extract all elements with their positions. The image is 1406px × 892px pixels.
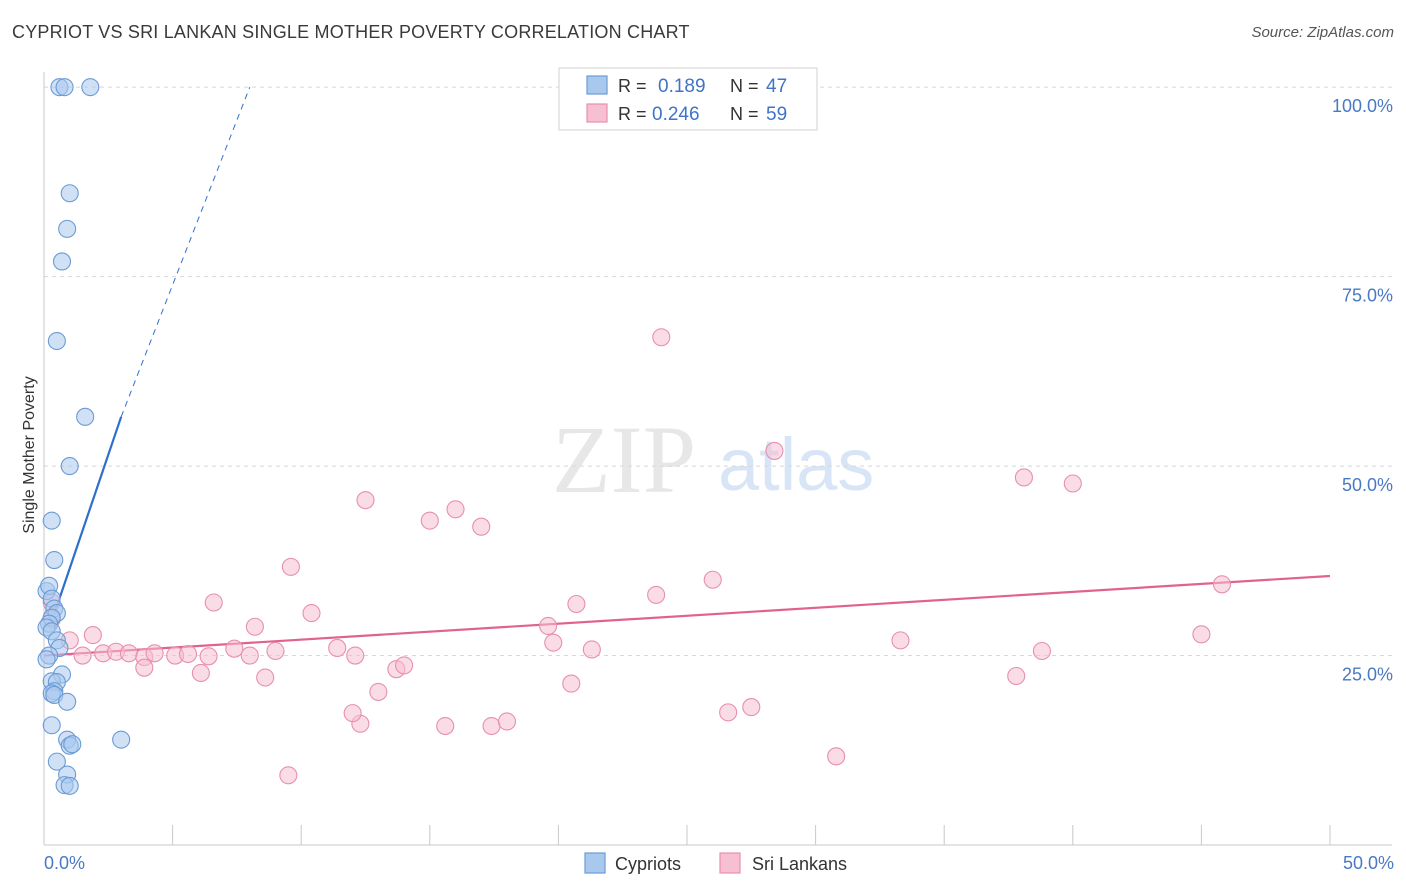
y-axis-label: Single Mother Poverty <box>21 376 38 533</box>
srilankan-point <box>191 663 210 683</box>
srilankan-point <box>582 640 601 659</box>
cypriot-point <box>47 752 66 771</box>
cypriot-point <box>63 735 82 754</box>
srilankan-point <box>703 570 722 589</box>
srilankan-point <box>245 617 264 636</box>
legend-swatch-srilankans <box>586 103 608 123</box>
srilankan-point <box>256 668 275 687</box>
cypriot-point <box>60 457 79 476</box>
bottom-legend-label-cypriots: Cypriots <box>615 854 681 874</box>
cypriot-point <box>42 511 61 530</box>
legend-r-value-1: 0.189 <box>658 76 706 97</box>
legend-swatch-cypriots <box>586 75 608 95</box>
bottom-legend-swatch-cypriots <box>584 852 606 874</box>
srilankan-point <box>539 616 558 636</box>
srilankan-point <box>436 716 455 736</box>
cypriot-point <box>55 78 74 97</box>
cypriot-point <box>52 252 72 271</box>
srilankan-point <box>343 704 362 723</box>
cypriot-trend-line <box>53 416 123 615</box>
y-tick-label: 75.0% <box>1342 286 1393 306</box>
srilankan-point <box>446 500 465 519</box>
cypriot-point <box>47 331 66 351</box>
srilankan-point <box>562 674 581 693</box>
srilankan-point <box>119 644 138 663</box>
cypriot-point <box>45 551 64 570</box>
srilankan-point <box>1014 468 1033 487</box>
srilankan-point <box>1063 474 1082 493</box>
srilankan-point <box>647 585 666 604</box>
srilankan-point <box>145 644 164 663</box>
watermark-atlas: atlas <box>718 423 874 506</box>
srilankan-point <box>765 441 784 460</box>
x-tick-label-min: 0.0% <box>44 853 85 873</box>
srilankan-point <box>472 517 491 536</box>
srilankan-point <box>719 703 738 722</box>
srilankan-point <box>482 716 501 736</box>
srilankan-point <box>356 491 375 510</box>
srilankan-point <box>497 712 517 731</box>
legend-r-label-1: R = <box>618 76 647 96</box>
srilankan-point <box>1192 625 1211 644</box>
srilankan-point <box>827 747 846 766</box>
stats-legend: R = 0.189 N = 47 R = 0.246 N = 59 <box>558 67 818 131</box>
srilankan-point <box>302 604 321 623</box>
source-label: Source: ZipAtlas.com <box>1251 24 1394 41</box>
srilankan-point <box>281 557 300 576</box>
bottom-legend-label-srilankans: Sri Lankans <box>752 854 847 874</box>
srilankan-point <box>204 593 223 612</box>
srilankan-point <box>178 644 198 664</box>
x-tick-label-max: 50.0% <box>1343 853 1394 873</box>
srilankan-point <box>279 766 298 785</box>
srilankan-point <box>742 698 761 717</box>
cypriot-point <box>76 407 95 426</box>
srilankan-point <box>652 328 671 347</box>
series-legend: Cypriots Sri Lankans <box>584 852 847 874</box>
cypriot-point <box>81 78 100 97</box>
srilankan-point <box>544 633 563 652</box>
srilankan-point <box>395 656 414 675</box>
srilankan-point <box>328 638 347 658</box>
cypriot-point <box>42 716 61 735</box>
legend-n-value-1: 47 <box>766 76 787 97</box>
cypriot-point <box>112 730 131 749</box>
srilankan-point <box>83 626 102 645</box>
srilankan-point <box>135 658 154 677</box>
cypriot-point <box>37 650 56 669</box>
legend-n-value-2: 59 <box>766 104 787 125</box>
srilankan-point <box>1032 641 1051 661</box>
y-tick-label: 25.0% <box>1342 665 1393 685</box>
srilankan-point <box>73 646 92 665</box>
srilankan-point <box>1212 575 1232 594</box>
legend-r-label-2: R = <box>618 104 647 124</box>
legend-n-label-1: N = <box>730 76 759 96</box>
y-tick-label: 50.0% <box>1342 475 1393 495</box>
srilankan-point <box>199 647 218 666</box>
chart-title: CYPRIOT VS SRI LANKAN SINGLE MOTHER POVE… <box>12 22 690 42</box>
watermark-zip: ZIP <box>552 406 696 513</box>
bottom-legend-swatch-srilankans <box>719 852 741 874</box>
cypriot-point <box>58 219 77 238</box>
srilankan-point <box>567 594 586 614</box>
srilankan-point <box>891 631 910 650</box>
legend-r-value-2: 0.246 <box>652 104 700 125</box>
srilankan-point <box>369 682 388 701</box>
srilankan-point <box>346 646 365 665</box>
cypriot-point <box>60 776 79 795</box>
y-tick-label: 100.0% <box>1332 96 1393 116</box>
srilankan-point <box>240 646 259 665</box>
cypriot-trend-extension <box>120 86 251 418</box>
srilankan-point <box>420 511 439 530</box>
srilankan-point <box>1007 666 1026 686</box>
srilankan-point <box>225 639 244 658</box>
cypriot-point <box>58 692 77 711</box>
srilankan-point <box>266 641 285 661</box>
srilankan-trend-line <box>43 574 1331 657</box>
legend-n-label-2: N = <box>730 104 759 124</box>
cypriot-point <box>60 184 79 203</box>
